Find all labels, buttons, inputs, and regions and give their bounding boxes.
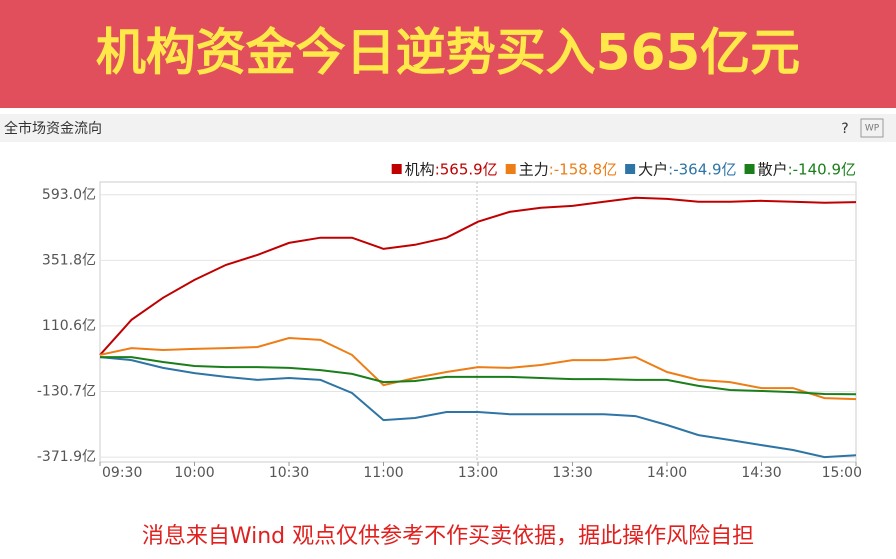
series-line (99, 356, 857, 459)
y-tick-label: 593.0亿 (42, 187, 96, 203)
x-tick-label: 10:00 (174, 465, 214, 481)
x-tick-label: 14:00 (647, 465, 687, 481)
legend-value: :-364.9亿 (668, 161, 736, 179)
legend-swatch (505, 164, 516, 174)
legend-name: 大户 (638, 161, 668, 179)
y-tick-label: -130.7亿 (37, 384, 96, 400)
legend-swatch (625, 164, 636, 174)
series-line (99, 196, 857, 356)
x-tick-label: 09:30 (102, 465, 142, 481)
series-line (99, 336, 857, 401)
legend: 机构:565.9亿 主力:-158.8亿 大户:-364.9亿 散户:-140.9亿 (391, 161, 856, 179)
legend-swatch (744, 164, 755, 174)
x-tick-label: 15:00 (822, 465, 862, 481)
legend-value: :-140.9亿 (788, 161, 856, 179)
y-tick-label: -371.9亿 (37, 449, 96, 465)
legend-swatch (391, 164, 402, 174)
x-tick-label: 11:00 (363, 465, 403, 481)
x-tick-label: 13:30 (552, 465, 592, 481)
x-tick-label: 13:00 (458, 465, 498, 481)
help-button[interactable]: ? (841, 121, 848, 137)
panel-header (0, 114, 896, 142)
x-tick-label: 14:30 (741, 465, 781, 481)
legend-name: 散户 (758, 161, 788, 179)
x-tick-label: 10:30 (269, 465, 309, 481)
legend-name: 主力 (519, 161, 549, 179)
legend-value: :565.9亿 (435, 161, 498, 179)
wp-icon[interactable] (860, 118, 884, 138)
panel-title: 全市场资金流向 (4, 120, 102, 137)
banner-title: 机构资金今日逆势买入565亿元 (96, 24, 800, 82)
legend-value: :-158.8亿 (549, 161, 617, 179)
y-tick-label: 110.6亿 (42, 318, 96, 334)
wp-icon-label: WP (865, 124, 880, 134)
banner (0, 0, 896, 108)
disclaimer: 消息来自Wind 观点仅供参考不作买卖依据，据此操作风险自担 (142, 524, 754, 549)
plot-frame (99, 181, 857, 463)
series-line (100, 356, 857, 396)
legend-name: 机构 (405, 161, 435, 179)
y-tick-label: 351.8亿 (42, 252, 96, 268)
